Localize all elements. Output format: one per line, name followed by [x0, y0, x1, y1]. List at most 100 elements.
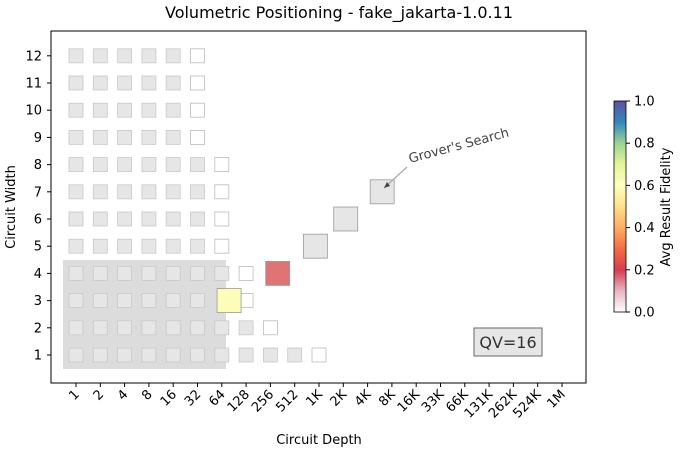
- filled-cell: [141, 347, 157, 363]
- filled-cell: [92, 293, 108, 309]
- filled-cell: [214, 320, 230, 336]
- qv-label: QV=16: [479, 333, 536, 352]
- y-tick-label: 8: [34, 158, 42, 173]
- filled-cell: [190, 293, 205, 309]
- y-tick-label: 2: [34, 321, 42, 336]
- filled-cell: [117, 320, 132, 336]
- filled-cell: [165, 184, 181, 200]
- filled-cell: [141, 102, 157, 118]
- filled-cell: [92, 48, 108, 64]
- filled-cell: [165, 75, 181, 91]
- qv-box: QV=16: [473, 327, 543, 357]
- empty-cell: [214, 184, 230, 200]
- filled-cell: [117, 211, 132, 227]
- filled-cell: [68, 48, 84, 64]
- filled-cell: [68, 184, 84, 200]
- filled-cell: [238, 320, 254, 336]
- filled-cell: [92, 211, 108, 227]
- y-tick-label: 6: [34, 213, 42, 228]
- filled-cell: [165, 157, 181, 173]
- x-tick-label: 32: [182, 387, 204, 409]
- filled-cell: [117, 75, 132, 91]
- x-tick-label: 128: [225, 387, 253, 415]
- filled-cell: [68, 293, 84, 309]
- colorbar-label: Avg Result Fidelity: [659, 147, 674, 266]
- colorbar-tick-label: 0.8: [634, 137, 655, 152]
- app-point: [216, 288, 242, 314]
- app-points: [216, 179, 395, 314]
- x-tick-label: 524K: [510, 387, 545, 422]
- y-tick-label: 1: [34, 349, 42, 364]
- filled-cell: [92, 157, 108, 173]
- cell-grid: [68, 48, 327, 363]
- filled-cell: [141, 75, 157, 91]
- filled-cell: [117, 265, 132, 281]
- filled-cell: [68, 211, 84, 227]
- x-tick-label: 4: [115, 387, 131, 403]
- filled-cell: [190, 211, 205, 227]
- filled-cell: [165, 265, 181, 281]
- filled-cell: [141, 293, 157, 309]
- filled-cell: [68, 347, 84, 363]
- x-tick-label: 256: [249, 387, 277, 415]
- filled-cell: [238, 347, 254, 363]
- x-tick-label: 33K: [419, 387, 448, 416]
- x-axis-label: Circuit Depth: [276, 433, 362, 448]
- filled-cell: [68, 129, 84, 145]
- colorbar-ticks: 0.0 0.2 0.4 0.6 0.8 1.0: [626, 95, 655, 321]
- x-tick-label: 512: [273, 387, 301, 415]
- filled-cell: [92, 102, 108, 118]
- qv-box-border: [473, 327, 543, 357]
- y-tick-label: 7: [34, 185, 42, 200]
- filled-cell: [190, 238, 205, 254]
- filled-cell: [92, 238, 108, 254]
- filled-cell: [68, 320, 84, 336]
- y-axis-label: Circuit Width: [4, 165, 19, 249]
- filled-cell: [117, 102, 132, 118]
- x-tick-label: 1M: [544, 387, 568, 411]
- empty-cell: [214, 211, 230, 227]
- filled-cell: [92, 129, 108, 145]
- filled-cell: [165, 347, 181, 363]
- empty-cell: [190, 102, 205, 118]
- y-tick-label: 11: [25, 77, 42, 92]
- colorbar: 0.0 0.2 0.4 0.6 0.8 1.0 Avg Result Fidelity: [613, 95, 674, 321]
- y-tick-label: 9: [34, 131, 42, 146]
- y-tick-label: 3: [34, 294, 42, 309]
- colorbar-tick-label: 1.0: [634, 95, 655, 110]
- empty-cell: [311, 347, 327, 363]
- filled-cell: [214, 265, 230, 281]
- x-tick-label: 1K: [303, 387, 326, 410]
- app-point: [302, 233, 328, 259]
- filled-cell: [165, 211, 181, 227]
- annotation-arrowhead: [384, 182, 390, 188]
- filled-cell: [92, 320, 108, 336]
- filled-cell: [190, 157, 205, 173]
- empty-cell: [262, 320, 278, 336]
- filled-cell: [68, 238, 84, 254]
- colorbar-tick-label: 0.4: [634, 221, 655, 236]
- filled-cell: [117, 293, 132, 309]
- app-point: [333, 206, 359, 232]
- x-tick-label: 2: [91, 387, 107, 403]
- filled-cell: [141, 184, 157, 200]
- filled-cell: [190, 320, 205, 336]
- filled-cell: [141, 157, 157, 173]
- x-tick-label: 4K: [352, 387, 375, 410]
- filled-cell: [190, 184, 205, 200]
- colorbar-tick-label: 0.2: [634, 263, 655, 278]
- filled-cell: [117, 184, 132, 200]
- filled-cell: [141, 238, 157, 254]
- filled-cell: [92, 75, 108, 91]
- filled-cell: [92, 265, 108, 281]
- x-tick-label: 2K: [328, 387, 351, 410]
- filled-cell: [141, 320, 157, 336]
- y-tick-label: 12: [25, 49, 42, 64]
- filled-cell: [92, 184, 108, 200]
- filled-cell: [165, 238, 181, 254]
- filled-cell: [68, 265, 84, 281]
- filled-cell: [165, 320, 181, 336]
- empty-cell: [214, 157, 230, 173]
- filled-cell: [262, 347, 278, 363]
